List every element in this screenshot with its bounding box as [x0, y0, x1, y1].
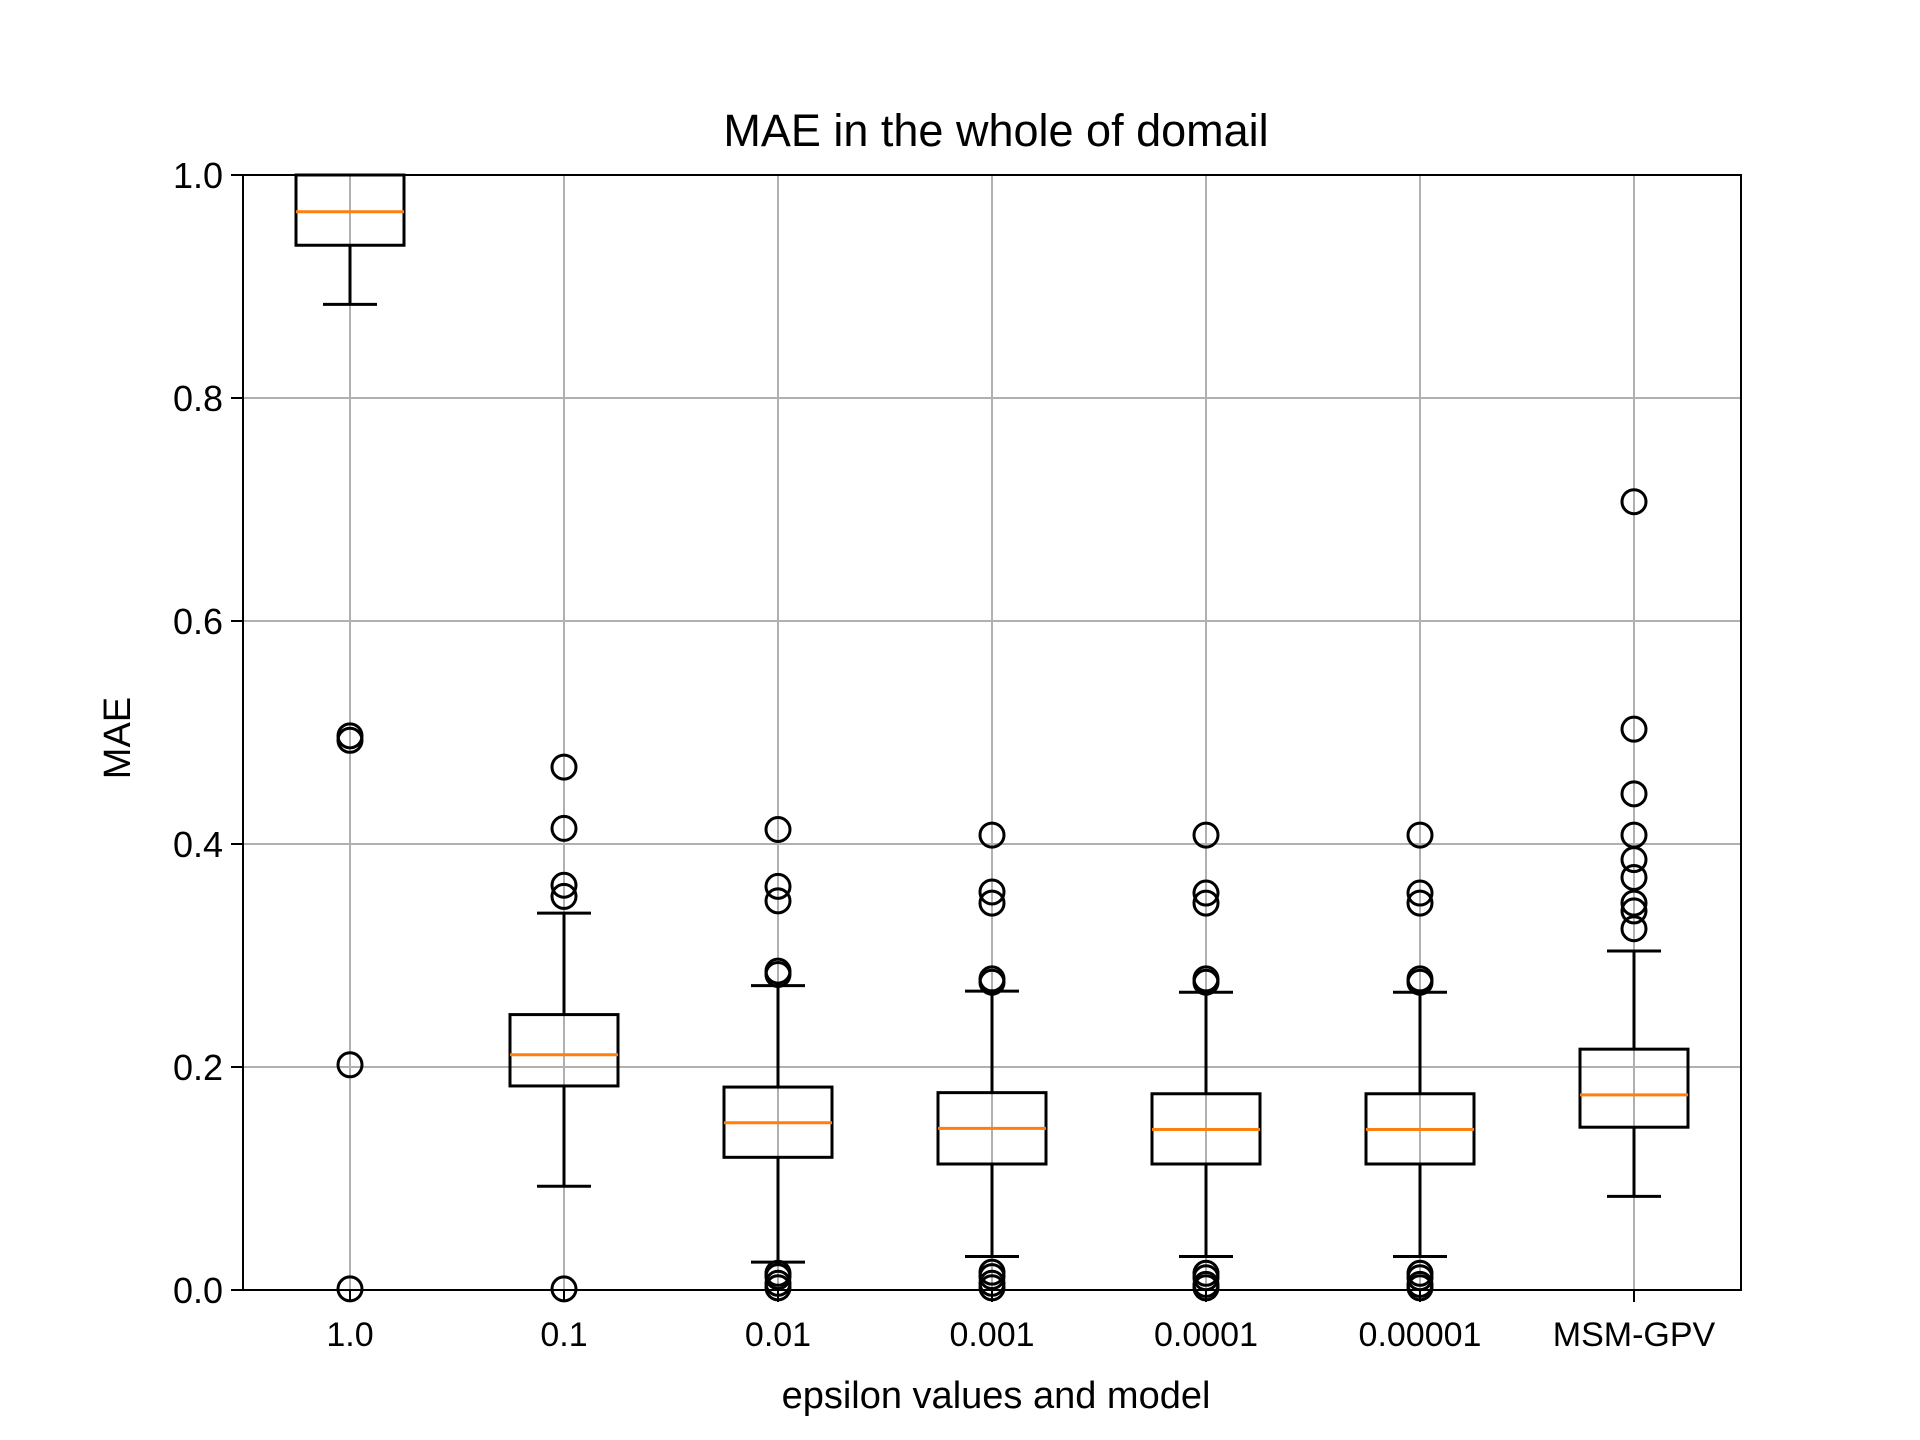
x-axis-label: epsilon values and model	[782, 1375, 1211, 1417]
outlier-point	[978, 878, 1006, 906]
box-group	[936, 821, 1048, 1302]
outlier-point	[1192, 889, 1220, 917]
y-tick-label: 0.4	[173, 824, 223, 865]
outlier-point	[550, 814, 578, 842]
outlier-point	[336, 726, 364, 754]
x-tick-label: 0.00001	[1359, 1316, 1482, 1354]
outlier-point	[978, 968, 1006, 996]
y-tick-label: 0.8	[173, 378, 223, 419]
y-tick-label: 0.0	[173, 1270, 223, 1311]
outlier-point	[1406, 968, 1434, 996]
x-tick-label: 0.001	[949, 1316, 1034, 1354]
outlier-point	[764, 960, 792, 988]
outlier-point	[764, 872, 792, 900]
outlier-point	[1620, 915, 1648, 943]
outlier-point	[1192, 821, 1220, 849]
outlier-point	[550, 871, 578, 899]
box-series	[294, 173, 1690, 1303]
chart-title: MAE in the whole of domail	[723, 105, 1268, 156]
x-tick-label: MSM-GPV	[1553, 1316, 1716, 1354]
outlier-point	[336, 1051, 364, 1079]
outlier-point	[1620, 488, 1648, 516]
outlier-point	[1406, 889, 1434, 917]
outlier-point	[1406, 821, 1434, 849]
y-axis-label: MAE	[97, 697, 139, 779]
outlier-point	[1620, 897, 1648, 925]
box-group	[294, 173, 406, 1303]
box-group	[1364, 821, 1476, 1302]
outlier-point	[1406, 879, 1434, 907]
grid-lines	[243, 174, 1741, 1291]
iqr-box	[1578, 1047, 1690, 1129]
y-tick-label: 0.2	[173, 1047, 223, 1088]
outlier-point	[764, 816, 792, 844]
outlier-point	[1620, 780, 1648, 808]
outlier-point	[550, 882, 578, 910]
x-tick-label: 0.01	[745, 1316, 811, 1354]
x-axis-ticks: 1.0 0.1 0.01 0.001 0.0001 0.00001 MSM-GPV	[326, 1290, 1716, 1354]
y-tick-label: 1.0	[173, 155, 223, 196]
outlier-point	[1192, 879, 1220, 907]
x-tick-label: 0.1	[540, 1316, 587, 1354]
outlier-point	[764, 887, 792, 915]
outlier-point	[764, 1263, 792, 1291]
iqr-box	[508, 1013, 620, 1088]
outlier-point	[550, 753, 578, 781]
x-tick-label: 1.0	[326, 1316, 373, 1354]
box-group	[508, 753, 620, 1303]
outlier-point	[978, 821, 1006, 849]
outlier-point	[1620, 715, 1648, 743]
x-tick-label: 0.0001	[1154, 1316, 1258, 1354]
box-group	[722, 816, 834, 1302]
outlier-point	[1620, 846, 1648, 874]
outlier-point	[1620, 889, 1648, 917]
box-group	[1578, 488, 1690, 1198]
outlier-point	[978, 1263, 1006, 1291]
outlier-point	[1192, 968, 1220, 996]
y-axis-ticks: 0.0 0.2 0.4 0.6 0.8 1.0	[173, 155, 243, 1311]
outlier-point	[978, 889, 1006, 917]
outlier-point	[1620, 863, 1648, 891]
y-tick-label: 0.6	[173, 601, 223, 642]
